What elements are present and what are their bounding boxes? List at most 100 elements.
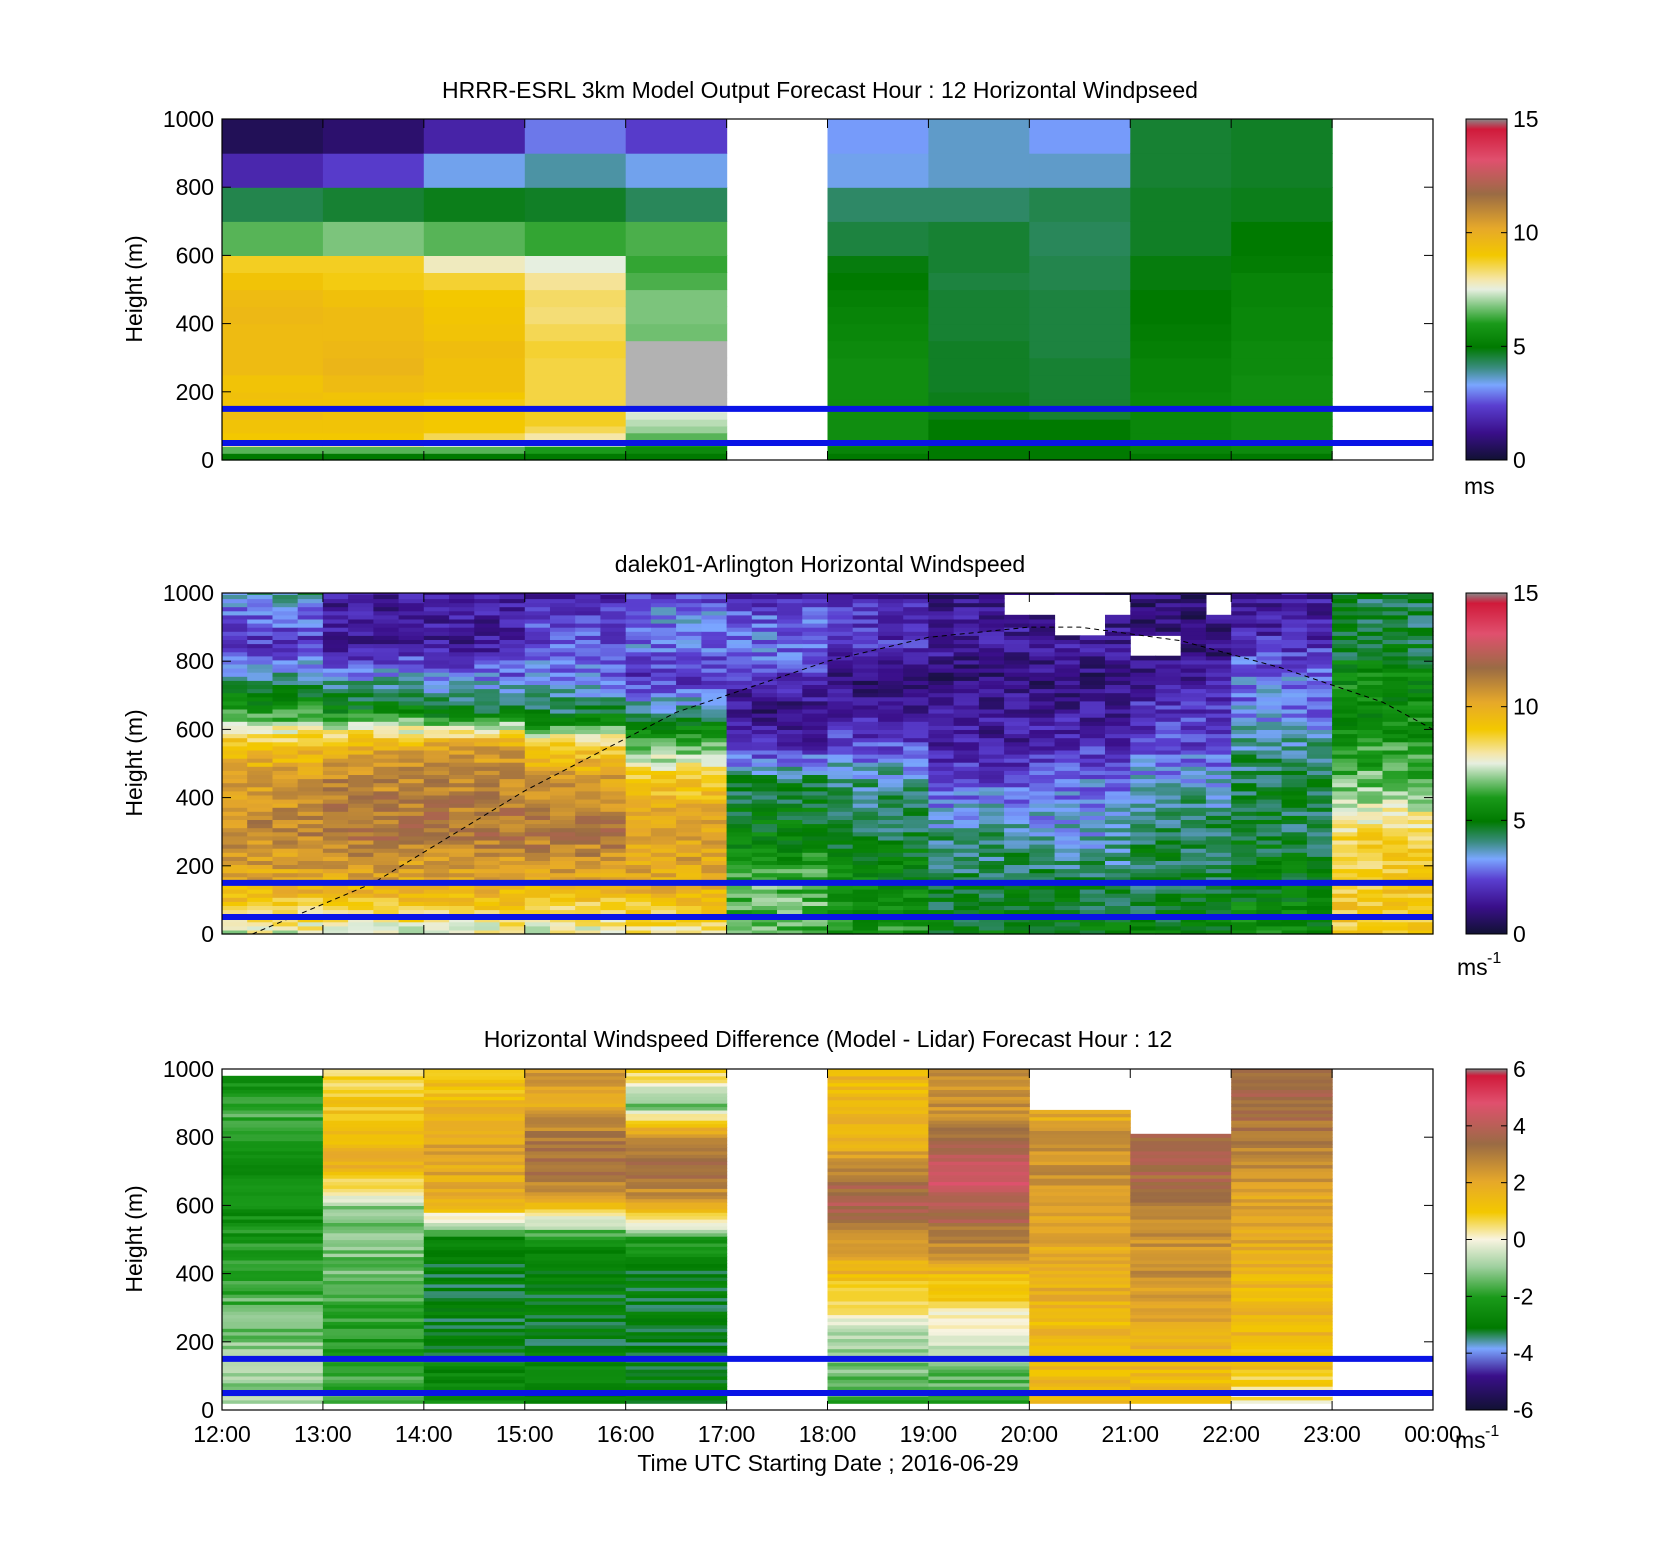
heatmap-cell — [398, 852, 425, 857]
heatmap-cell — [348, 593, 374, 595]
heatmap-cell — [1079, 839, 1106, 845]
heatmap-cell — [625, 446, 728, 454]
heatmap-cell — [524, 766, 551, 771]
heatmap-cell — [827, 856, 854, 861]
heatmap-cell — [1306, 594, 1333, 600]
heatmap-cell — [423, 432, 526, 441]
heatmap-cell — [928, 1195, 1030, 1200]
heatmap-cell — [1180, 717, 1207, 722]
heatmap-cell — [1306, 758, 1333, 763]
heatmap-cell — [222, 827, 248, 833]
heatmap-cell — [1231, 153, 1333, 188]
heatmap-cell — [222, 119, 324, 154]
heatmap-cell — [348, 790, 374, 796]
heatmap-cell — [802, 786, 829, 792]
heatmap-cell — [272, 909, 299, 915]
heatmap-cell — [272, 889, 299, 894]
heatmap-cell — [1231, 717, 1257, 722]
heatmap-cell — [726, 803, 753, 808]
heatmap-cell — [423, 1137, 526, 1142]
heatmap-cell — [928, 1294, 1030, 1299]
heatmap-cell — [827, 852, 854, 857]
heatmap-cell — [222, 1167, 324, 1172]
heatmap-cell — [676, 831, 702, 837]
heatmap-cell — [423, 1229, 526, 1234]
heatmap-cell — [777, 700, 803, 706]
heatmap-cell — [600, 741, 627, 747]
heatmap-cell — [398, 745, 425, 751]
heatmap-cell — [247, 598, 273, 604]
heatmap-cell — [499, 852, 526, 857]
heatmap-cell — [373, 803, 400, 808]
heatmap-cell — [247, 819, 273, 825]
heatmap-cell — [852, 770, 879, 775]
heatmap-cell — [802, 905, 829, 911]
heatmap-cell — [852, 794, 879, 800]
heatmap-cell — [1130, 856, 1157, 861]
heatmap-cell — [903, 627, 929, 632]
heatmap-cell — [625, 811, 652, 816]
heatmap-cell — [322, 1242, 425, 1247]
heatmap-cell — [499, 823, 526, 829]
heatmap-cell — [827, 306, 929, 325]
heatmap-cell — [650, 782, 677, 788]
heatmap-cell — [852, 819, 879, 825]
heatmap-cell — [625, 774, 652, 780]
heatmap-cell — [398, 627, 425, 632]
heatmap-cell — [1205, 831, 1232, 837]
heatmap-cell — [1205, 704, 1232, 710]
heatmap-cell — [1029, 721, 1056, 726]
heatmap-cell — [1231, 725, 1257, 730]
heatmap-cell — [1029, 647, 1056, 653]
heatmap-cell — [928, 635, 955, 640]
heatmap-cell — [878, 929, 904, 935]
heatmap-cell — [1054, 766, 1081, 771]
heatmap-cell — [575, 897, 601, 902]
heatmap-cell — [978, 676, 1005, 681]
heatmap-cell — [928, 1335, 1030, 1339]
heatmap-cell — [1079, 827, 1106, 833]
heatmap-cell — [928, 889, 955, 894]
heatmap-cell — [222, 860, 248, 865]
heatmap-cell — [575, 831, 601, 837]
heatmap-cell — [751, 786, 778, 792]
heatmap-cell — [777, 623, 803, 628]
heatmap-cell — [297, 921, 324, 927]
heatmap-cell — [701, 725, 728, 730]
heatmap-cell — [827, 1225, 929, 1230]
heatmap-cell — [322, 1150, 425, 1155]
heatmap-cell — [499, 819, 526, 825]
heatmap-cell — [1256, 815, 1283, 820]
heatmap-cell — [1332, 737, 1358, 743]
heatmap-cell — [650, 803, 677, 808]
heatmap-cell — [751, 668, 778, 673]
heatmap-cell — [928, 1341, 1030, 1346]
heatmap-cell — [852, 663, 879, 669]
heatmap-cell — [852, 786, 879, 792]
heatmap-cell — [398, 614, 425, 620]
heatmap-cell — [1079, 807, 1106, 812]
heatmap-cell — [1231, 815, 1257, 820]
heatmap-cell — [524, 1239, 627, 1244]
heatmap-cell — [1256, 794, 1283, 800]
heatmap-cell — [1382, 770, 1409, 775]
heatmap-cell — [1357, 700, 1384, 706]
heatmap-cell — [650, 725, 677, 730]
heatmap-cell — [222, 803, 248, 808]
heatmap-cell — [1231, 889, 1257, 894]
heatmap-cell — [777, 672, 803, 677]
heatmap-cell — [1004, 778, 1030, 784]
heatmap-cell — [953, 713, 980, 718]
heatmap-cell — [550, 606, 576, 612]
heatmap-cell — [1231, 696, 1257, 702]
heatmap-cell — [1054, 659, 1081, 665]
heatmap-cell — [751, 782, 778, 788]
heatmap-cell — [751, 848, 778, 853]
heatmap-cell — [1205, 717, 1232, 722]
heatmap-cell — [878, 852, 904, 857]
heatmap-cell — [1004, 901, 1030, 906]
heatmap-cell — [827, 1321, 929, 1326]
heatmap-cell — [1105, 639, 1131, 645]
heatmap-cell — [1231, 221, 1333, 256]
heatmap-cell — [1382, 741, 1409, 747]
